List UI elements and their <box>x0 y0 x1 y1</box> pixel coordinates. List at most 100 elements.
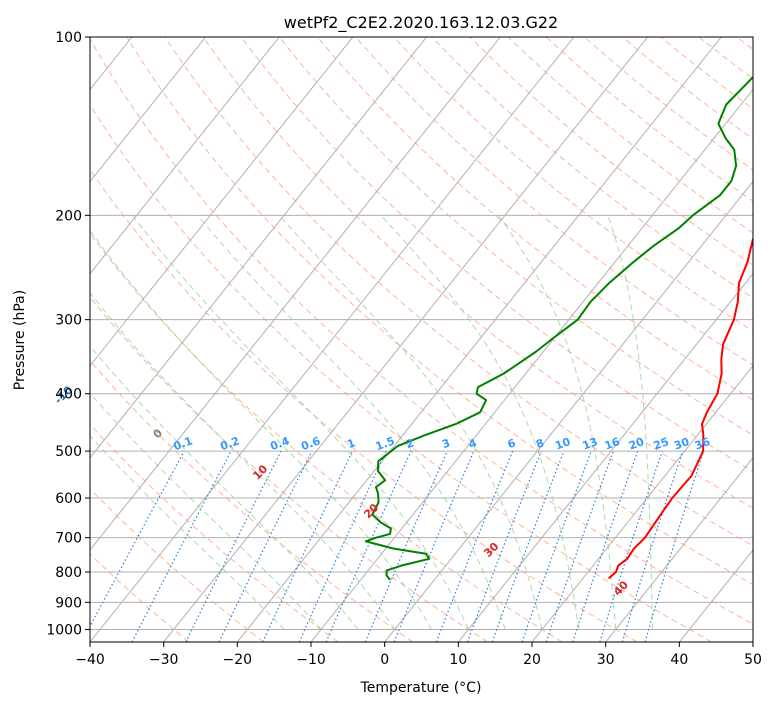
mixing-ratio-label: 0.4 <box>269 434 292 453</box>
grid-lines <box>90 37 753 630</box>
mixing-ratio-label: 20 <box>627 435 646 453</box>
dry-adiabat-line <box>90 296 488 642</box>
mixing-ratio-lines <box>90 450 705 642</box>
dry-adiabat-line <box>317 37 753 401</box>
mixing-ratio-line <box>466 450 542 642</box>
mixing-ratio-label: 16 <box>603 435 622 453</box>
plot-frame <box>89 36 754 643</box>
x-tick-label: 0 <box>380 652 389 668</box>
dewpoint-profile-line <box>364 75 753 581</box>
mixing-ratio-line <box>435 450 514 642</box>
x-tick-label: −40 <box>75 652 105 668</box>
moist-adiabat-line <box>197 215 506 630</box>
moist-adiabat-line <box>380 215 580 630</box>
mixing-ratio-line <box>621 450 684 642</box>
x-tick-label: 40 <box>670 652 688 668</box>
moist-adiabat-line <box>90 435 285 630</box>
y-tick-label: 300 <box>55 313 82 329</box>
x-tick-label: 30 <box>597 652 615 668</box>
mixing-ratio-label: 0.1 <box>172 434 195 453</box>
mixing-ratio-label: 8 <box>534 436 546 451</box>
mixing-ratio-line <box>364 450 448 642</box>
x-tick-label: 20 <box>523 652 541 668</box>
dry-adiabat-line <box>90 232 563 642</box>
y-tick-label: 600 <box>55 491 82 507</box>
moist-adiabat-line <box>132 215 469 630</box>
y-tick-label: 500 <box>55 444 82 460</box>
y-tick-label: 1000 <box>46 622 82 638</box>
isotherm-line <box>90 37 354 367</box>
dry-adiabat-line <box>90 423 339 642</box>
y-tick-label: 100 <box>55 30 82 46</box>
mixing-ratio-label: 1 <box>346 436 358 451</box>
y-tick-label: 900 <box>55 595 82 611</box>
isotherm-line <box>90 37 428 459</box>
dry-adiabat-line <box>90 104 712 642</box>
y-tick-label: 800 <box>55 565 82 581</box>
temperature-profile-line <box>608 236 753 580</box>
moist-adiabat-line <box>90 292 396 630</box>
dry-adiabat-line <box>164 37 753 547</box>
isotherm-line <box>384 180 753 642</box>
mixing-ratio-line <box>325 450 412 642</box>
mixing-ratio-label: 3 <box>440 436 452 451</box>
dry-adiabat-line <box>126 37 753 586</box>
mixing-ratio-label: 13 <box>581 435 600 452</box>
x-tick-label: −30 <box>149 652 179 668</box>
moist-adiabat-line <box>90 345 359 630</box>
isotherm-line <box>90 37 575 642</box>
y-tick-label: 400 <box>55 387 82 403</box>
x-tick-label: −10 <box>296 652 326 668</box>
isotherm-line <box>163 37 649 642</box>
isotherm-line <box>605 457 753 642</box>
moist-adiabat-line <box>497 215 617 630</box>
isotherm-line <box>531 364 753 642</box>
moist-adiabat-line <box>90 229 432 630</box>
dry-adiabat-line <box>90 38 753 625</box>
mixing-ratio-label: 0.2 <box>219 434 242 453</box>
isotherm-line <box>90 37 501 551</box>
mixing-ratio-label: 10 <box>553 435 572 453</box>
mixing-ratio-line <box>90 450 185 628</box>
dry-adiabat-line <box>202 37 753 509</box>
isotherm-line <box>236 37 722 642</box>
y-axis-label: Pressure (hPa) <box>12 290 28 390</box>
moist-adiabat-line <box>607 215 654 630</box>
mixing-ratio-line <box>491 450 565 642</box>
dry-adiabat-line <box>90 553 190 642</box>
x-axis-ticks: −40 −30 −20 −10 0 10 20 30 40 50 <box>75 642 762 668</box>
mixing-ratio-label: 2 <box>404 436 416 451</box>
dry-adiabat-lines <box>90 37 753 642</box>
x-tick-label: 50 <box>744 652 762 668</box>
y-tick-label: 200 <box>55 208 82 224</box>
mixing-ratio-line <box>599 450 663 642</box>
mixing-ratio-label: 0.6 <box>299 434 322 453</box>
profile-series <box>364 75 753 581</box>
isotherm-line <box>457 272 753 642</box>
mixing-ratio-label: 30 <box>672 435 691 453</box>
isotherm-line <box>90 37 207 183</box>
mixing-ratio-line <box>185 450 282 642</box>
chart-title: wetPf2_C2E2.2020.163.12.03.G22 <box>284 13 558 33</box>
x-tick-label: 10 <box>449 652 467 668</box>
mixing-ratio-label: 4 <box>467 436 479 451</box>
dry-adiabat-line <box>393 37 753 332</box>
y-axis-ticks: 100 200 300 400 500 600 700 800 900 1000 <box>46 30 90 638</box>
mixing-ratio-label: 36 <box>693 435 712 453</box>
moist-adiabat-line <box>90 392 322 630</box>
mixing-ratio-line <box>545 450 614 642</box>
mixing-ratio-line <box>521 450 592 642</box>
mixing-ratio-label: 1.5 <box>374 434 397 453</box>
x-tick-label: −20 <box>223 652 253 668</box>
mixing-ratio-line <box>393 450 475 642</box>
mixing-ratio-line <box>644 450 705 642</box>
dry-adiabat-line <box>355 37 753 366</box>
dry-adiabat-line <box>90 168 638 642</box>
x-axis-label: Temperature (°C) <box>360 680 482 696</box>
moist-adiabat-lines <box>90 215 654 630</box>
y-tick-label: 700 <box>55 531 82 547</box>
isotherm-line <box>90 37 280 275</box>
mixing-ratio-line <box>572 450 639 642</box>
mixing-ratio-label: 6 <box>506 436 518 451</box>
